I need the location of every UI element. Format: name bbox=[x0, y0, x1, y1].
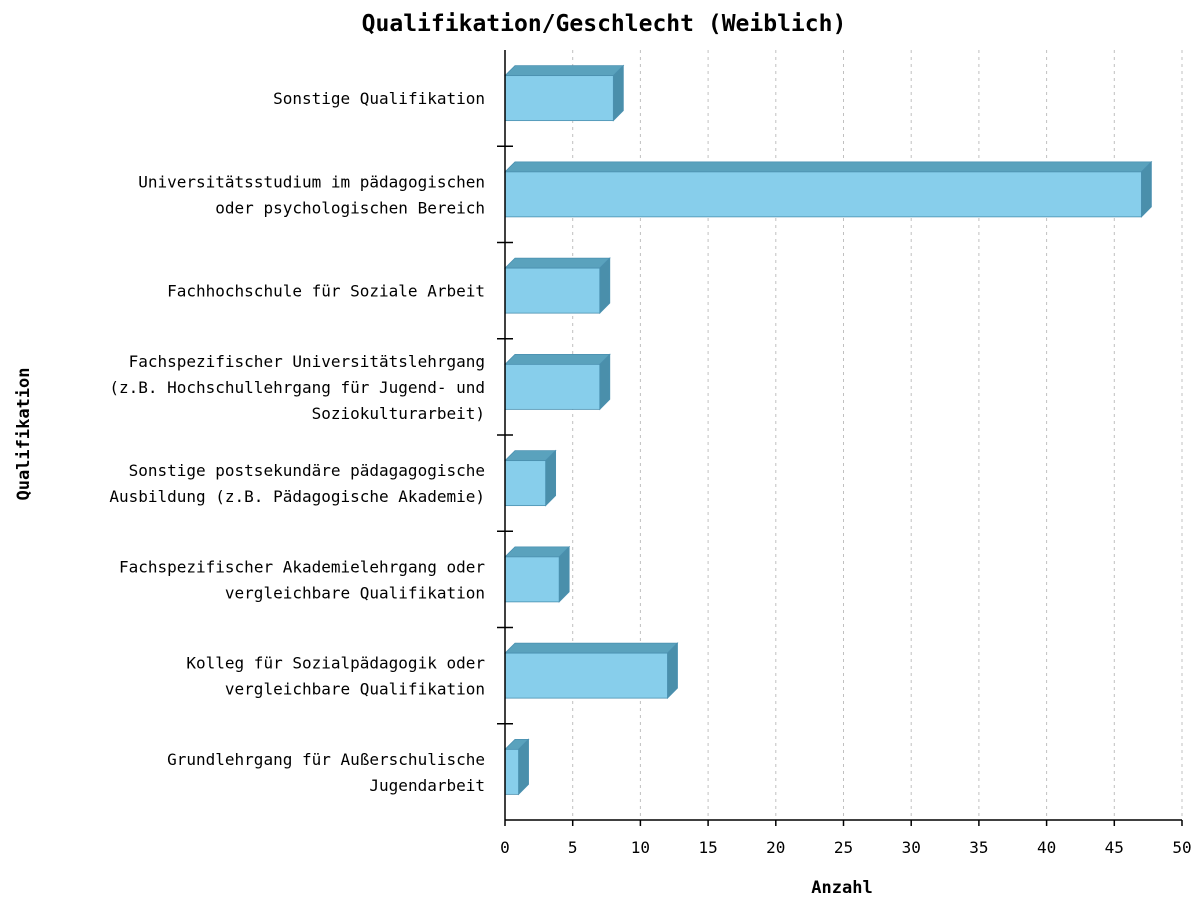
chart-title: Qualifikation/Geschlecht (Weiblich) bbox=[362, 11, 847, 37]
bar-front-face bbox=[504, 363, 601, 410]
x-tick-label: 30 bbox=[902, 838, 921, 857]
x-axis: 0 5 10 15 20 25 30 35 40 45 50 bbox=[500, 819, 1192, 857]
category-label-line: Fachspezifischer Akademielehrgang oder bbox=[119, 557, 485, 576]
bar-front-face bbox=[504, 748, 519, 795]
bar bbox=[504, 64, 625, 122]
bar-front-face bbox=[504, 652, 668, 699]
category-label-line: Fachhochschule für Soziale Arbeit bbox=[167, 282, 485, 301]
category-labels: Sonstige Qualifikation Universitätsstudiu… bbox=[109, 89, 485, 795]
category-label: Kolleg für Sozialpädagogik oder vergleich… bbox=[186, 654, 485, 699]
bar bbox=[504, 642, 679, 700]
bar-front-face bbox=[504, 75, 614, 122]
x-tick-label: 10 bbox=[631, 838, 650, 857]
category-label-line: Fachspezifischer Universitätslehrgang bbox=[129, 352, 485, 371]
x-tick-label: 45 bbox=[1105, 838, 1124, 857]
bar-top-face bbox=[504, 642, 679, 654]
category-label-line: Grundlehrgang für Außerschulische bbox=[167, 750, 485, 769]
bar-top-face bbox=[504, 65, 625, 77]
bar bbox=[504, 545, 571, 603]
category-label: Sonstige Qualifikation bbox=[273, 89, 485, 108]
x-axis-title: Anzahl bbox=[811, 878, 872, 898]
bar bbox=[504, 257, 611, 315]
bar bbox=[504, 353, 611, 411]
bar-top-face bbox=[504, 546, 571, 558]
category-label-line: Soziokulturarbeit) bbox=[312, 404, 485, 423]
category-label-line: Ausbildung (z.B. Pädagogische Akademie) bbox=[109, 487, 485, 506]
bar bbox=[504, 738, 530, 796]
category-label: Sonstige postsekundäre pädagagogische Aus… bbox=[109, 461, 485, 506]
category-label-line: Sonstige Qualifikation bbox=[273, 89, 485, 108]
category-label-line: vergleichbare Qualifikation bbox=[225, 680, 485, 699]
bar-side-face bbox=[558, 545, 570, 603]
bar-side-face bbox=[599, 257, 611, 315]
x-tick-label: 15 bbox=[698, 838, 717, 857]
bar-top-face bbox=[504, 257, 611, 269]
bar-top-face bbox=[504, 161, 1153, 173]
bar bbox=[504, 449, 557, 507]
x-tick-label: 5 bbox=[568, 838, 578, 857]
bar-side-face bbox=[545, 449, 557, 507]
x-tick-label: 40 bbox=[1037, 838, 1056, 857]
x-tick-label: 35 bbox=[969, 838, 988, 857]
category-label: Universitätsstudium im pädagogischen oder… bbox=[138, 172, 485, 217]
bars bbox=[504, 64, 1153, 796]
category-label-line: Universitätsstudium im pädagogischen bbox=[138, 172, 485, 191]
category-label: Grundlehrgang für Außerschulische Jugenda… bbox=[167, 750, 485, 795]
category-label-line: (z.B. Hochschullehrgang für Jugend- und bbox=[109, 378, 485, 397]
bar-top-face bbox=[504, 353, 611, 365]
category-label-line: oder psychologischen Bereich bbox=[215, 198, 485, 217]
category-label: Fachhochschule für Soziale Arbeit bbox=[167, 282, 485, 301]
y-axis-title: Qualifikation bbox=[14, 367, 34, 500]
bar-side-face bbox=[612, 64, 624, 122]
category-label-line: Kolleg für Sozialpädagogik oder bbox=[186, 654, 485, 673]
x-tick-label: 50 bbox=[1172, 838, 1191, 857]
bar-front-face bbox=[504, 556, 560, 603]
category-label: Fachspezifischer Akademielehrgang oder ve… bbox=[119, 557, 485, 602]
x-tick-label: 20 bbox=[766, 838, 785, 857]
bar-front-face bbox=[504, 267, 601, 314]
bar-side-face bbox=[599, 353, 611, 411]
x-tick-label: 25 bbox=[834, 838, 853, 857]
bar-front-face bbox=[504, 460, 547, 507]
category-label-line: Sonstige postsekundäre pädagagogische bbox=[129, 461, 485, 480]
category-label: Fachspezifischer Universitätslehrgang (z.… bbox=[109, 352, 485, 423]
x-tick-label: 0 bbox=[500, 838, 510, 857]
bar-side-face bbox=[1140, 160, 1152, 218]
bar-side-face bbox=[518, 738, 529, 796]
bar-side-face bbox=[667, 642, 678, 700]
category-label-line: Jugendarbeit bbox=[369, 776, 485, 795]
bar bbox=[504, 160, 1153, 218]
y-axis bbox=[497, 50, 513, 820]
category-label-line: vergleichbare Qualifikation bbox=[225, 583, 485, 602]
bar-front-face bbox=[504, 171, 1142, 218]
